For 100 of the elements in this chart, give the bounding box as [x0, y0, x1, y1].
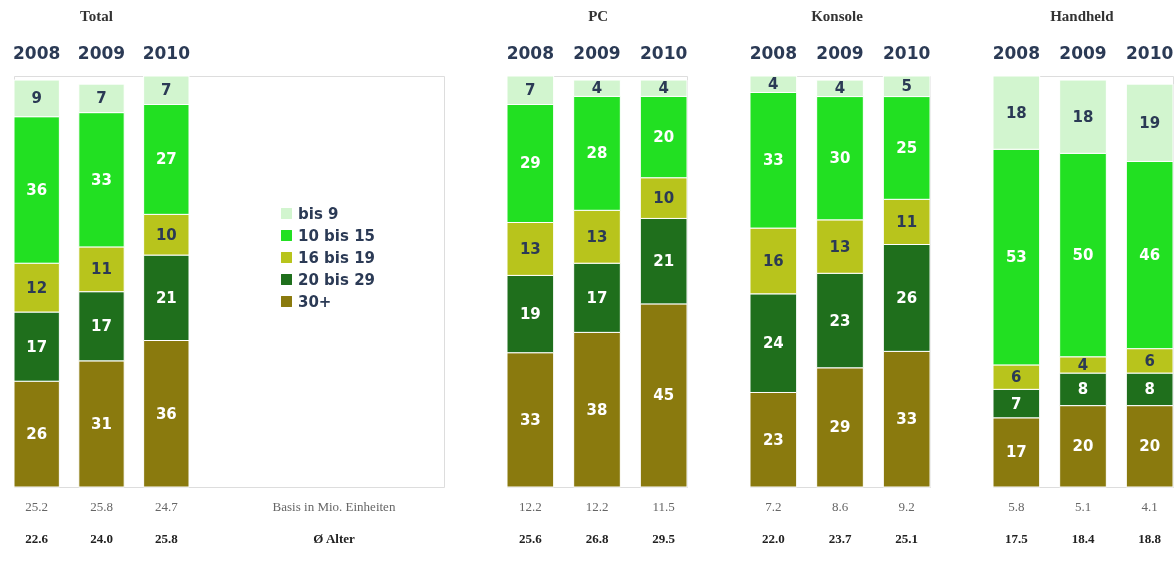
chart-title: Konsole: [811, 8, 864, 24]
text: 12.2: [518, 499, 542, 514]
data-label: 19: [519, 305, 541, 324]
data-label: 46: [1139, 246, 1161, 265]
data-label: 7: [1011, 394, 1022, 413]
data-label: 17: [91, 317, 112, 336]
data-label: 28: [586, 144, 608, 163]
data-label: 45: [653, 386, 675, 405]
chart-title: PC: [588, 8, 609, 24]
text: 26.8: [585, 531, 609, 546]
data-label: 25: [896, 138, 918, 157]
text: 11.5: [652, 499, 675, 514]
text: 25.6: [518, 531, 543, 546]
data-label: 13: [586, 227, 608, 246]
data-label: 31: [91, 414, 112, 433]
x-tick-label: 2009: [77, 42, 126, 63]
data-label: 50: [1072, 246, 1094, 265]
text: 18.4: [1071, 531, 1095, 546]
data-label: 29: [829, 418, 851, 437]
text: 22.0: [761, 531, 785, 546]
data-label: 11: [91, 260, 112, 279]
data-label: 30: [829, 149, 851, 168]
text: 29.5: [652, 531, 676, 546]
data-label: 23: [829, 311, 851, 330]
data-label: 21: [653, 252, 675, 271]
text: 25.1: [895, 531, 919, 546]
data-label: 10: [653, 189, 675, 208]
text: Ø Alter: [313, 531, 355, 546]
x-tick-label: 2009: [573, 42, 621, 63]
x-tick-label: 2010: [1126, 42, 1174, 63]
text: 12.2: [585, 499, 609, 514]
data-label: 53: [1005, 248, 1027, 267]
data-label: 21: [155, 288, 177, 307]
data-label: 4: [591, 79, 603, 98]
data-label: 20: [1139, 437, 1161, 456]
data-label: 11: [896, 212, 918, 231]
data-label: 18: [1072, 107, 1094, 126]
x-tick-label: 2008: [749, 42, 797, 63]
data-label: 10: [155, 225, 177, 244]
data-label: 36: [155, 404, 177, 423]
data-label: 26: [896, 288, 918, 307]
data-label: 17: [26, 337, 48, 356]
data-label: 4: [1077, 355, 1089, 374]
data-label: 33: [896, 410, 918, 429]
text: 8.6: [831, 499, 849, 514]
x-tick-label: 2009: [1059, 42, 1107, 63]
legend-label: 10 bis 15: [298, 226, 375, 245]
data-label: 17: [586, 288, 608, 307]
x-tick-label: 2009: [816, 42, 864, 63]
data-label: 7: [161, 81, 172, 100]
text: 7.2: [765, 499, 782, 514]
data-label: 19: [1139, 113, 1161, 132]
text: 23.7: [828, 531, 852, 546]
data-label: 36: [26, 180, 48, 199]
data-label: 20: [1072, 437, 1094, 456]
data-label: 6: [1144, 351, 1155, 370]
text: 24.0: [90, 531, 113, 546]
text: 25.8: [154, 531, 179, 546]
legend-label: 20 bis 29: [298, 270, 375, 289]
data-label: 12: [26, 278, 48, 297]
data-label: 4: [658, 79, 669, 98]
x-tick-label: 2008: [13, 42, 61, 63]
legend-label: bis 9: [298, 204, 339, 223]
data-label: 13: [829, 237, 851, 256]
data-label: 24: [762, 334, 784, 353]
data-label: 8: [1144, 380, 1155, 399]
legend-label: 30+: [298, 292, 332, 311]
data-label: 33: [519, 410, 541, 429]
legend-label: 16 bis 19: [298, 248, 375, 267]
x-tick-label: 2008: [992, 42, 1040, 63]
text: 9.2: [898, 499, 915, 514]
data-label: 26: [26, 425, 48, 444]
text: 5.1: [1074, 499, 1092, 514]
data-label: 8: [1077, 380, 1089, 399]
data-label: 9: [31, 89, 42, 108]
data-label: 23: [762, 430, 784, 449]
text: 5.8: [1008, 499, 1025, 514]
data-label: 33: [762, 151, 784, 170]
data-label: 38: [586, 400, 608, 419]
data-label: 20: [653, 128, 675, 147]
data-label: 5: [901, 77, 912, 96]
data-label: 7: [525, 81, 536, 100]
data-label: 17: [1005, 443, 1027, 462]
x-tick-label: 2010: [883, 42, 931, 63]
data-label: 29: [519, 154, 541, 173]
x-tick-label: 2010: [142, 42, 191, 63]
text: 25.2: [25, 499, 49, 514]
chart-title: Total: [80, 8, 113, 24]
data-label: 7: [96, 89, 107, 108]
data-label: 27: [155, 150, 177, 169]
data-label: 33: [91, 170, 112, 189]
text: 24.7: [154, 499, 179, 514]
data-label: 6: [1011, 368, 1022, 387]
x-tick-label: 2008: [506, 42, 554, 63]
text: 4.1: [1141, 499, 1158, 514]
text: Basis in Mio. Einheiten: [272, 499, 396, 514]
text: 18.8: [1138, 531, 1162, 546]
text: 17.5: [1004, 531, 1029, 546]
data-label: 13: [519, 239, 541, 258]
text: 22.6: [25, 531, 49, 546]
